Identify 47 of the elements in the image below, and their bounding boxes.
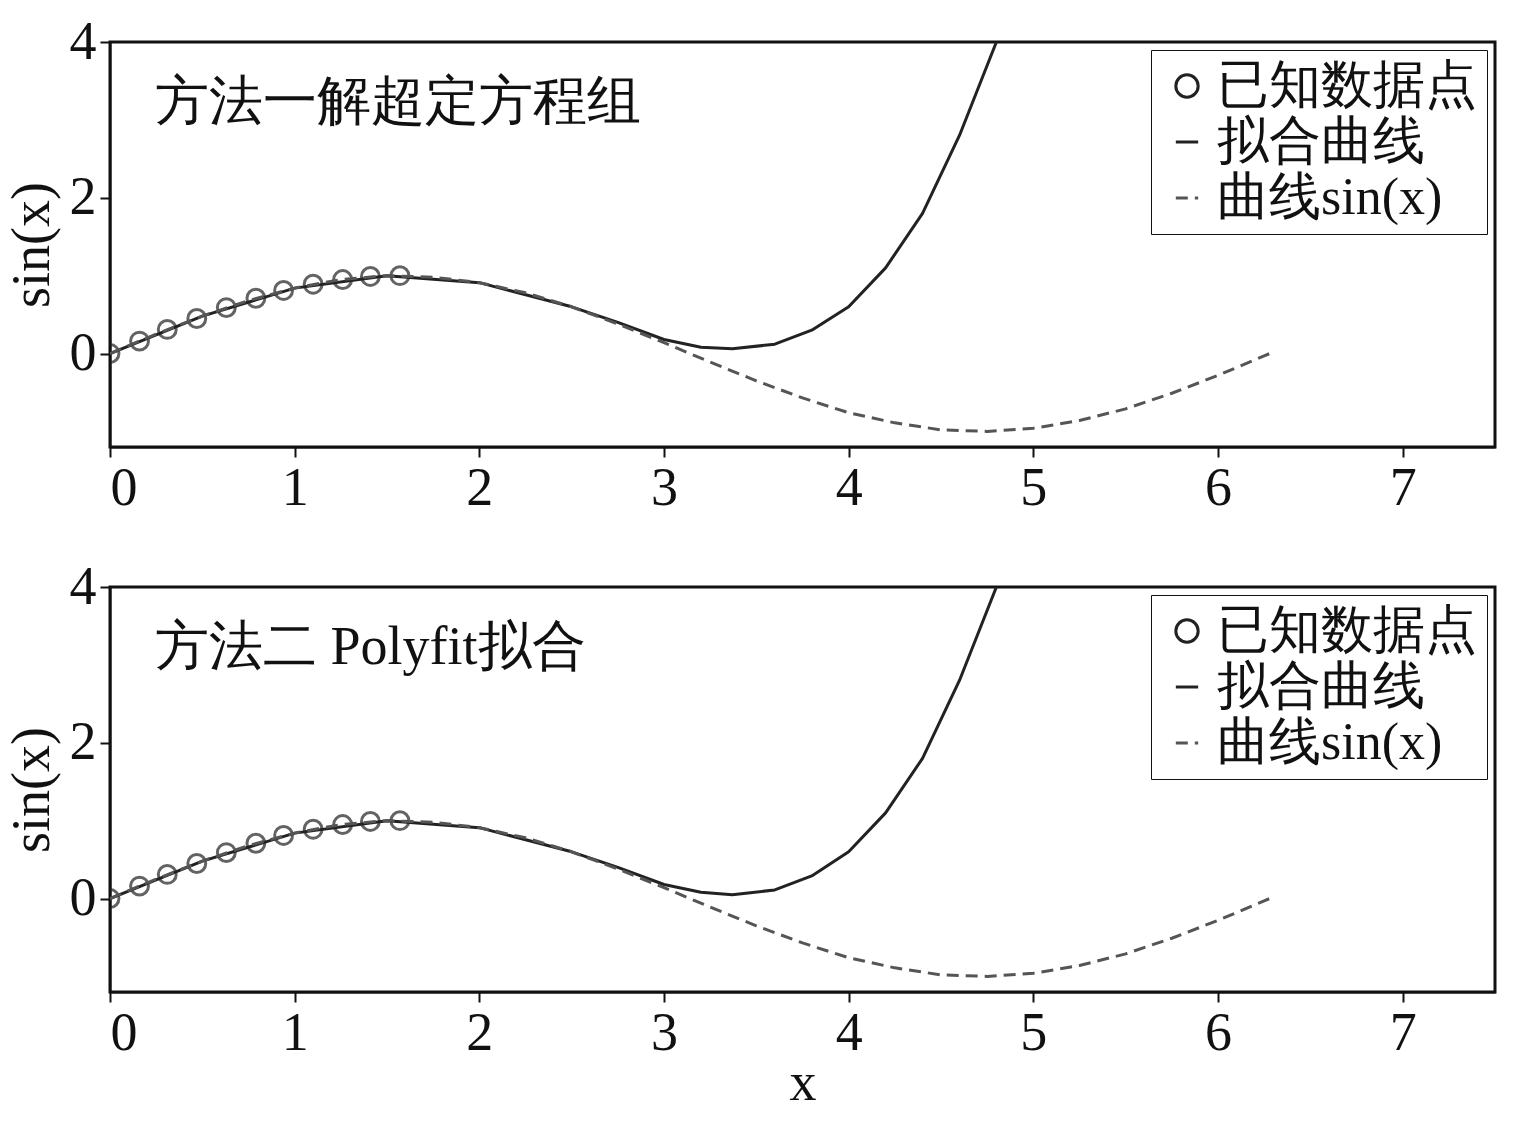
y-axis-title: sin(x) [0,727,61,853]
x-tick-label: 1 [281,1001,309,1062]
y-tick-label: 2 [69,166,97,227]
point [215,297,237,319]
legend-label: 已知数据点 [1217,601,1477,658]
x-tick-label: 1 [281,456,309,517]
x-tick-label: 7 [1389,1001,1417,1062]
y-tick-label: 2 [69,711,97,772]
text: 方法二 Polyfit拟合 [155,616,586,676]
x-tick-label: 5 [1020,1001,1048,1062]
y-tick-label: 4 [69,555,97,616]
x-tick-label: 7 [1389,456,1417,517]
x-tick-label: 6 [1205,456,1232,517]
point [302,818,324,840]
y-tick-label: 0 [69,322,97,383]
point [215,842,237,864]
legend-label: 拟合曲线 [1217,112,1425,169]
point [245,287,267,309]
x-tick-label: 0 [110,1001,138,1062]
x-axis-title: x [789,1051,817,1112]
line-series [110,274,1272,433]
x-tick-label: 0 [110,456,138,517]
legend-label: 曲线sin(x) [1217,168,1443,226]
point [359,811,381,832]
legend-label: 曲线sin(x) [1217,713,1443,771]
point [186,308,208,329]
point [245,832,267,854]
y-axis-title: sin(x) [0,182,61,308]
x-tick-label: 3 [651,1001,678,1062]
point [156,318,178,340]
x-tick-label: 6 [1205,1001,1232,1062]
point [359,266,381,287]
point [302,273,324,295]
point [156,863,178,885]
x-tick-label: 2 [466,1001,494,1062]
y-tick-label: 0 [69,867,97,928]
text: 方法一解超定方程组 [155,71,641,131]
line-series [110,819,1272,978]
x-tick-label: 2 [466,456,494,517]
x-tick-label: 5 [1020,456,1048,517]
x-tick-label: 4 [835,456,863,517]
legend-label: 已知数据点 [1217,56,1477,113]
y-tick-label: 4 [69,10,97,71]
x-tick-label: 3 [651,456,678,517]
x-tick-label: 4 [835,1001,863,1062]
legend-label: 拟合曲线 [1217,657,1425,714]
point [186,853,208,874]
